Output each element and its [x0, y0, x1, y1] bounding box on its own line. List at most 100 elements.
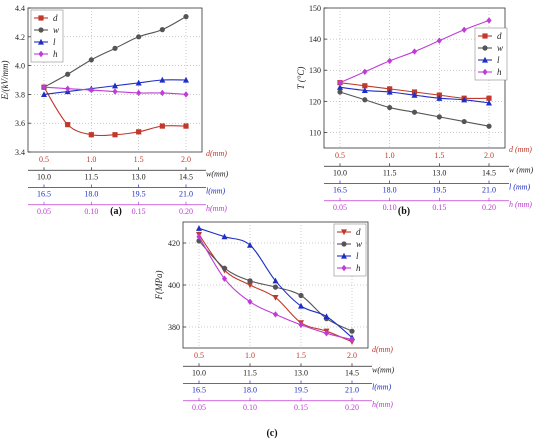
x-tick-label: 1.5: [434, 151, 444, 160]
data-point: [486, 17, 492, 24]
legend-swatch-marker: [38, 27, 44, 33]
data-point: [436, 95, 443, 101]
x-scale-title: d(mm): [206, 149, 227, 158]
x-scale-title: d(mm): [372, 345, 393, 354]
legend-swatch-marker: [38, 50, 44, 58]
data-point: [135, 79, 142, 86]
data-point: [41, 91, 47, 97]
y-axis-title: E/(kV/mm): [0, 61, 10, 101]
legend-entry: d: [53, 13, 58, 23]
data-point: [183, 14, 189, 20]
x-scale-w: 10.0 11.5 13.0 14.5 w(mm): [28, 167, 229, 181]
legend-box: [474, 27, 508, 81]
legend-entry: d: [356, 227, 361, 237]
x-scale-title: w (mm): [509, 165, 534, 174]
data-point: [272, 284, 279, 290]
data-point: [65, 122, 71, 128]
x-scale-title: l (mm): [509, 183, 530, 192]
x-tick-label: 10.0: [333, 168, 347, 177]
x-tick-label: 2.0: [347, 351, 357, 360]
data-point: [272, 277, 279, 284]
y-tick-label: 110: [309, 128, 321, 137]
legend-swatch-marker: [482, 68, 488, 76]
x-tick-label: 18.0: [84, 190, 98, 199]
x-tick-label: 0.05: [192, 403, 206, 412]
x-scale-title: l(mm): [206, 187, 225, 196]
data-point: [65, 71, 71, 77]
y-tick-label: 130: [309, 66, 321, 75]
x-tick-label: 13.0: [132, 172, 146, 181]
y-tick-label: 120: [309, 97, 321, 106]
legend-swatch-marker: [482, 45, 488, 51]
data-point: [112, 45, 118, 51]
x-tick-label: 14.5: [179, 172, 193, 181]
x-tick-label: 0.20: [482, 203, 496, 212]
x-tick-label: 0.10: [243, 403, 257, 412]
data-point: [349, 336, 355, 343]
x-scale-l: 16.5 18.0 19.5 21.0 l(mm): [183, 380, 391, 395]
data-point: [159, 123, 165, 129]
y-tick-label: 4.0: [15, 62, 25, 71]
data-point: [411, 48, 418, 55]
x-tick-label: 19.5: [432, 186, 446, 195]
x-scale-title: h(mm): [372, 400, 393, 409]
data-point: [298, 292, 304, 299]
legend-entry: w: [53, 25, 59, 35]
x-tick-label: 0.20: [179, 207, 193, 216]
x-tick-label: 0.15: [432, 203, 446, 212]
legend-swatch-marker: [341, 229, 347, 236]
x-tick-label: 21.0: [482, 186, 496, 195]
data-point: [486, 99, 492, 106]
data-point: [361, 87, 368, 94]
data-point: [436, 37, 442, 44]
data-point: [65, 85, 71, 92]
data-point: [272, 295, 279, 301]
data-point: [183, 76, 189, 83]
x-tick-label: 1.0: [245, 351, 255, 360]
y-axis-title: T (°C): [296, 67, 306, 90]
data-point: [323, 330, 330, 337]
x-tick-label: 10.0: [37, 172, 51, 181]
data-point: [159, 76, 166, 83]
x-tick-label: 1.5: [134, 155, 144, 164]
y-axis-title: F(MPa): [154, 271, 164, 301]
data-point: [88, 57, 94, 63]
x-tick-label: 16.5: [192, 386, 206, 395]
legend-entry: h: [53, 49, 58, 59]
x-tick-label: 16.5: [37, 190, 51, 199]
x-tick-label: 16.5: [333, 186, 347, 195]
data-point: [436, 114, 442, 120]
data-point: [196, 233, 202, 240]
x-scale-h: 0.05 0.10 0.15 0.20 h(mm): [183, 397, 393, 412]
x-tick-label: 19.5: [294, 386, 308, 395]
data-point: [112, 88, 118, 95]
x-scale-w: 10.0 11.5 13.0 14.5 w (mm): [324, 163, 534, 177]
x-scale-d: 0.5 1.0 1.5 2.0 d(mm): [39, 149, 227, 164]
data-point: [247, 298, 253, 305]
legend-swatch-marker: [482, 33, 488, 39]
x-tick-label: 0.15: [294, 403, 308, 412]
x-tick-label: 19.5: [132, 190, 146, 199]
data-point: [196, 225, 202, 231]
y-tick-label: 140: [309, 35, 321, 44]
data-point: [337, 89, 343, 95]
y-tick-label: 3.8: [15, 90, 25, 99]
y-tick-label: 150: [309, 4, 321, 13]
series-h: [196, 233, 355, 343]
data-point: [136, 34, 142, 40]
data-point: [461, 118, 467, 125]
data-point: [411, 109, 418, 115]
data-point: [247, 278, 253, 284]
x-tick-label: 21.0: [179, 190, 193, 199]
data-point: [247, 241, 253, 248]
data-point: [349, 328, 355, 334]
x-tick-label: 11.5: [383, 168, 397, 177]
series-h: [41, 84, 189, 98]
x-tick-label: 18.0: [383, 186, 397, 195]
y-tick-label: 4.2: [15, 33, 25, 42]
panel-label: (a): [110, 206, 122, 217]
